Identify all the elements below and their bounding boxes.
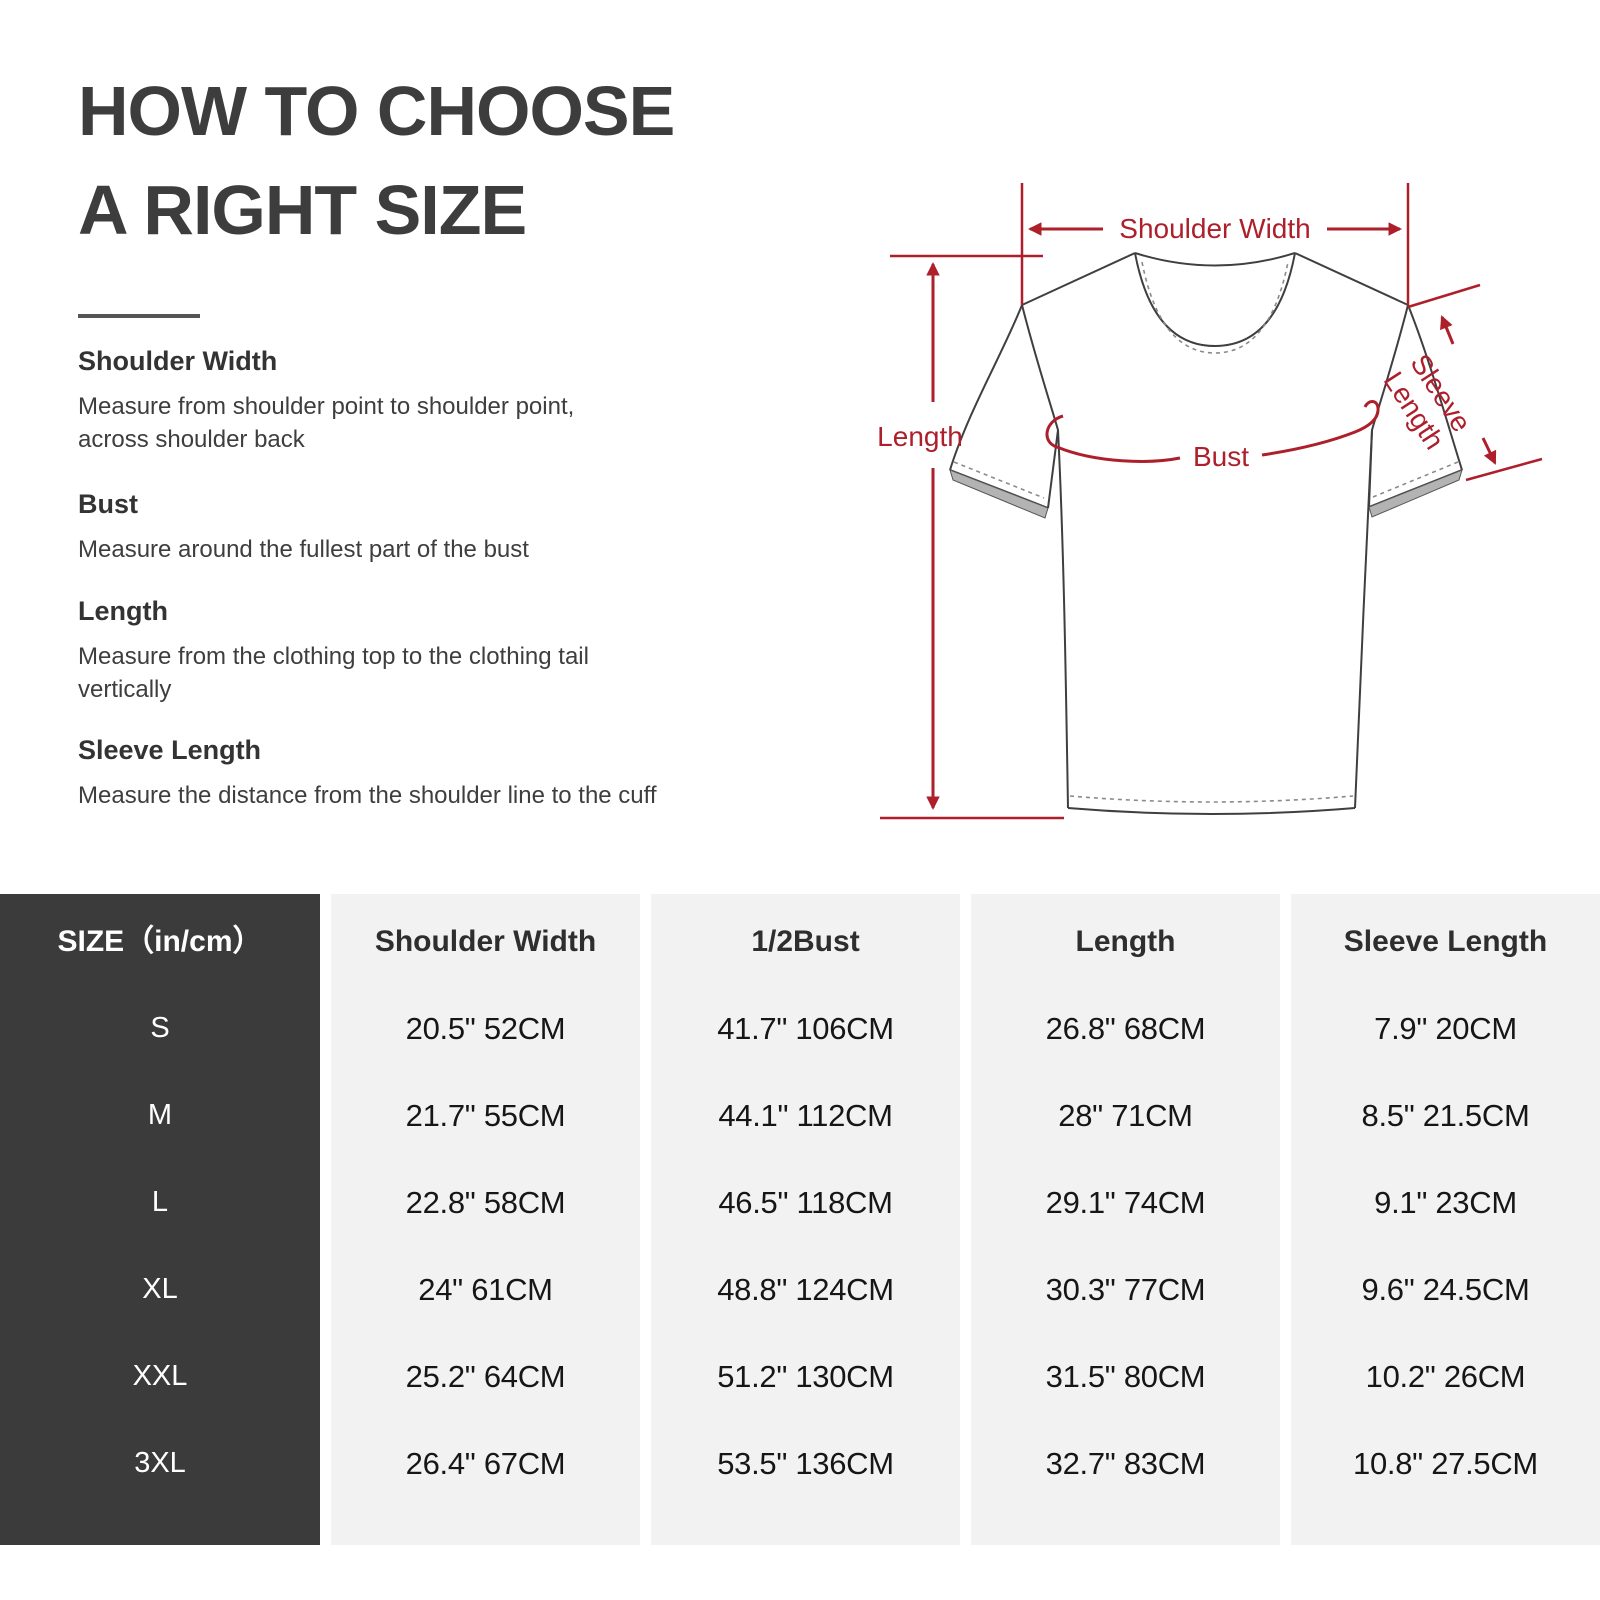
size-column: SIZE（in/cm） S M L XL XXL 3XL	[0, 894, 320, 1545]
column-header-shoulder-width: Shoulder Width	[374, 925, 597, 958]
right-side-seam	[1354, 304, 1409, 809]
instruction-description: Measure from the clothing top to the clo…	[78, 643, 589, 703]
value-cell: 41.7" 106CM	[717, 1011, 894, 1046]
value-cell: 30.3" 77CM	[1045, 1272, 1206, 1307]
left-sleeve-outer	[949, 304, 1023, 471]
right-sleeve-outer	[1407, 304, 1463, 471]
left-side-seam	[1021, 304, 1069, 809]
size-cell-xl: XL	[142, 1273, 178, 1305]
sleeve-length-label: Sleeve Length	[1378, 349, 1477, 455]
value-cell: 29.1" 74CM	[1045, 1185, 1206, 1220]
sleeve-tick-top	[1407, 283, 1481, 309]
measurement-annotations	[880, 183, 1543, 820]
column-header-length: Length	[1075, 925, 1176, 958]
page-title-line2: A RIGHT SIZE	[78, 171, 527, 249]
column-sleeve-length: Sleeve Length 7.9" 20CM 8.5" 21.5CM 9.1"…	[1291, 894, 1600, 1545]
instruction-description: Measure from shoulder point to shoulder …	[78, 393, 575, 453]
value-cell: 20.5" 52CM	[405, 1011, 566, 1046]
instruction-description: Measure the distance from the shoulder l…	[78, 782, 657, 809]
value-cell: 21.7" 55CM	[405, 1098, 566, 1133]
bottom-hem	[1067, 807, 1356, 815]
size-cell-l: L	[151, 1186, 169, 1218]
size-cell-3xl: 3XL	[134, 1447, 186, 1479]
value-cell: 9.1" 23CM	[1374, 1185, 1517, 1220]
front-neck-line	[1134, 252, 1296, 348]
instruction-sleeve-length: Sleeve Length Measure the distance from …	[78, 735, 808, 812]
size-cell-s: S	[150, 1012, 170, 1044]
title-divider	[78, 314, 200, 318]
value-cell: 44.1" 112CM	[718, 1098, 893, 1133]
instruction-bust: Bust Measure around the fullest part of …	[78, 489, 808, 566]
back-neck-line	[1134, 252, 1296, 267]
column-header-sleeve-length: Sleeve Length	[1343, 925, 1548, 958]
shoulder-width-label: Shoulder Width	[1119, 213, 1310, 244]
value-cell: 10.8" 27.5CM	[1353, 1446, 1538, 1481]
instruction-heading: Shoulder Width	[78, 346, 278, 376]
value-cell: 7.9" 20CM	[1374, 1011, 1517, 1046]
size-column-header: SIZE（in/cm）	[57, 925, 263, 958]
bust-label: Bust	[1193, 441, 1249, 472]
value-cell: 31.5" 80CM	[1045, 1359, 1206, 1394]
value-cell: 28" 71CM	[1058, 1098, 1193, 1133]
left-cuff-stitching	[953, 461, 1045, 499]
value-cell: 9.6" 24.5CM	[1361, 1272, 1530, 1307]
size-cell-xxl: XXL	[132, 1360, 188, 1392]
value-cell: 10.2" 26CM	[1365, 1359, 1526, 1394]
instruction-shoulder-width: Shoulder Width Measure from shoulder poi…	[78, 346, 808, 456]
value-cell: 51.2" 130CM	[717, 1359, 894, 1394]
collar-stitching	[1141, 261, 1289, 354]
sleeve-tick-bottom	[1465, 457, 1543, 482]
value-cell: 32.7" 83CM	[1045, 1446, 1206, 1481]
value-cell: 26.4" 67CM	[405, 1446, 566, 1481]
bust-curve-right	[1261, 400, 1380, 457]
instruction-heading: Bust	[78, 489, 138, 519]
value-cell: 46.5" 118CM	[718, 1185, 893, 1220]
column-shoulder-width: Shoulder Width 20.5" 52CM 21.7" 55CM 22.…	[331, 894, 640, 1545]
right-cuff-shading	[1368, 469, 1463, 518]
left-cuff-shading	[949, 469, 1049, 519]
value-cell: 25.2" 64CM	[405, 1359, 566, 1394]
right-shoulder-seam	[1294, 252, 1409, 306]
tshirt-outline	[949, 252, 1463, 815]
instruction-heading: Sleeve Length	[78, 735, 262, 765]
size-cell-m: M	[147, 1099, 173, 1131]
length-label: Length	[877, 421, 963, 452]
column-length: Length 26.8" 68CM 28" 71CM 29.1" 74CM 30…	[971, 894, 1280, 1545]
sleeve-arrow-down	[1481, 437, 1497, 465]
instruction-description: Measure around the fullest part of the b…	[78, 536, 529, 563]
size-table: SIZE（in/cm） S M L XL XXL 3XL Shoulder Wi…	[0, 894, 1600, 1545]
left-sleeve-inner	[1047, 429, 1059, 509]
hem-stitching	[1069, 795, 1354, 803]
value-cell: 26.8" 68CM	[1045, 1011, 1206, 1046]
column-half-bust: 1/2Bust 41.7" 106CM 44.1" 112CM 46.5" 11…	[651, 894, 960, 1545]
value-cell: 24" 61CM	[418, 1272, 553, 1307]
tshirt-measurement-diagram: Shoulder Width Length Bust Sleeve Length	[877, 183, 1543, 820]
instruction-length: Length Measure from the clothing top to …	[78, 596, 808, 706]
sleeve-arrow-up	[1440, 315, 1455, 345]
value-cell: 53.5" 136CM	[717, 1446, 894, 1481]
instruction-heading: Length	[78, 596, 168, 626]
left-shoulder-seam	[1021, 252, 1136, 306]
column-header-half-bust: 1/2Bust	[751, 925, 860, 958]
page-title-line1: HOW TO CHOOSE	[78, 72, 675, 150]
value-cell: 48.8" 124CM	[717, 1272, 894, 1307]
value-cell: 8.5" 21.5CM	[1361, 1098, 1530, 1133]
page-title: HOW TO CHOOSE A RIGHT SIZE	[78, 62, 675, 260]
value-cell: 22.8" 58CM	[405, 1185, 566, 1220]
bust-curve-left	[1045, 414, 1181, 463]
